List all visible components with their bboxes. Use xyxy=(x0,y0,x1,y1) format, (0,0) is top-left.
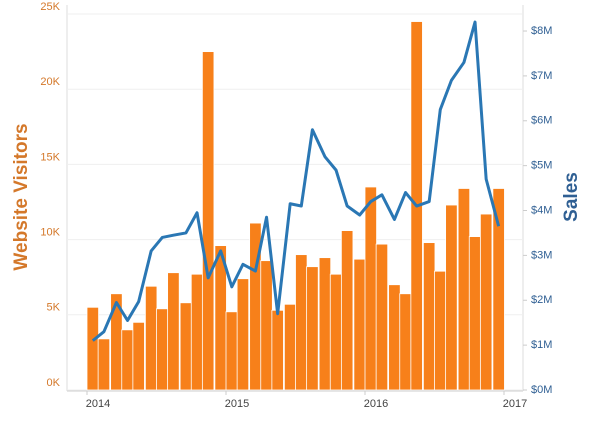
bar xyxy=(190,273,204,391)
y2-tick-label: $3M xyxy=(531,249,552,261)
x-tick-label: 2016 xyxy=(364,398,388,410)
bar xyxy=(121,329,134,391)
x-tick-label: 2014 xyxy=(86,398,110,410)
bar xyxy=(353,258,366,391)
y2-tick-label: $8M xyxy=(531,25,552,37)
bar xyxy=(388,284,401,391)
y-axis-title: Website Visitors xyxy=(11,123,32,270)
bar xyxy=(225,311,238,391)
bar xyxy=(306,266,319,391)
x-tick-label: 2015 xyxy=(225,398,249,410)
bar xyxy=(434,270,447,391)
y-tick-label: 0K xyxy=(47,377,61,389)
x-tick-label: 2017 xyxy=(503,398,527,410)
bar xyxy=(132,321,145,391)
bar xyxy=(468,236,482,391)
bar xyxy=(457,188,471,391)
bar xyxy=(236,278,250,391)
y2-tick-label: $1M xyxy=(531,339,552,351)
bar xyxy=(445,204,458,391)
bar xyxy=(492,188,505,391)
y2-axis-title: Sales xyxy=(561,172,582,222)
bar xyxy=(318,257,332,391)
y2-tick-label: $2M xyxy=(531,294,552,306)
y-tick-label: 5K xyxy=(47,302,61,314)
bar xyxy=(167,272,180,391)
bar xyxy=(156,308,169,391)
bar xyxy=(260,260,273,391)
y-tick-label: 10K xyxy=(40,227,60,239)
y2-tick-label: $0M xyxy=(531,384,552,396)
y2-tick-label: $6M xyxy=(531,115,552,127)
bar xyxy=(375,243,389,391)
line xyxy=(91,20,501,342)
bar xyxy=(283,303,297,391)
bar xyxy=(295,254,308,391)
bar xyxy=(144,285,158,391)
bar xyxy=(271,309,284,391)
bar xyxy=(201,51,215,391)
bar xyxy=(97,338,111,391)
bar xyxy=(179,302,193,391)
bar xyxy=(329,273,343,391)
y2-tick-label: $4M xyxy=(531,204,552,216)
y-tick-label: 20K xyxy=(40,76,60,88)
y-tick-label: 25K xyxy=(40,1,60,13)
y-tick-label: 15K xyxy=(40,151,60,163)
bar xyxy=(399,293,412,391)
y2-tick-label: $7M xyxy=(531,70,552,82)
bar xyxy=(479,213,493,391)
y2-tick-label: $5M xyxy=(531,160,552,172)
bar xyxy=(340,230,354,391)
bar xyxy=(86,306,99,391)
bar xyxy=(364,186,377,391)
bar xyxy=(422,242,436,391)
